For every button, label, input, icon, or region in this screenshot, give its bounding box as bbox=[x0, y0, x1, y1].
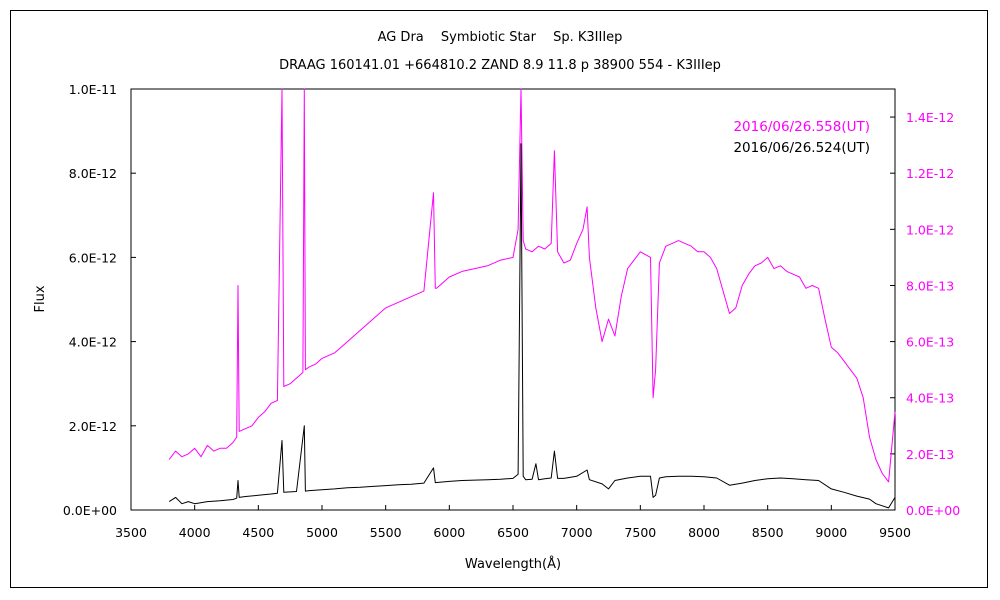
y-axis-left: 0.0E+00 2.0E-12 4.0E-12 6.0E-12 8.0E-12 1.0E-… bbox=[63, 82, 136, 518]
x-tick-label: 3500 bbox=[115, 525, 147, 540]
y-right-tick-label: 1.0E-12 bbox=[906, 222, 954, 237]
chart-frame bbox=[10, 10, 988, 588]
y-right-tick-label: 2.0E-13 bbox=[906, 447, 954, 462]
x-tick-label: 8000 bbox=[688, 525, 720, 540]
legend-entry-magenta: 2016/06/26.558(UT) bbox=[733, 119, 870, 135]
x-tick-label: 7000 bbox=[561, 525, 593, 540]
x-axis: 3500 4000 4500 5000 5500 6000 6500 7000 7500 8000… bbox=[115, 505, 911, 540]
series-line-1 bbox=[168, 143, 896, 509]
y-left-tick-label: 6.0E-12 bbox=[69, 250, 117, 265]
series-layer bbox=[168, 88, 896, 509]
chart-subtitle: DRAAG 160141.01 +664810.2 ZAND 8.9 11.8 … bbox=[279, 58, 721, 73]
x-tick-label: 5000 bbox=[306, 525, 338, 540]
y-right-tick-label: 8.0E-13 bbox=[906, 278, 954, 293]
x-tick-label: 8500 bbox=[752, 525, 784, 540]
y-left-tick-label: 8.0E-12 bbox=[69, 166, 117, 181]
x-axis-label: Wavelength(Å) bbox=[465, 556, 561, 572]
x-tick-label: 9500 bbox=[879, 525, 911, 540]
x-tick-label: 9000 bbox=[815, 525, 847, 540]
x-tick-label: 4000 bbox=[179, 525, 211, 540]
y-left-tick-label: 2.0E-12 bbox=[69, 419, 117, 434]
y-right-tick-label: 1.2E-12 bbox=[906, 166, 954, 181]
y-right-tick-label: 4.0E-13 bbox=[906, 391, 954, 406]
series-line-0 bbox=[168, 88, 896, 483]
x-tick-label: 6000 bbox=[433, 525, 465, 540]
y-axis-label: Flux bbox=[33, 285, 48, 312]
chart-title: AG Dra Symbiotic Star Sp. K3IIIep bbox=[378, 30, 623, 45]
x-tick-label: 4500 bbox=[242, 525, 274, 540]
legend-entry-black: 2016/06/26.524(UT) bbox=[733, 140, 870, 156]
y-left-tick-label: 1.0E-11 bbox=[69, 82, 117, 97]
y-right-tick-label: 0.0E+00 bbox=[906, 503, 960, 518]
x-tick-label: 6500 bbox=[497, 525, 529, 540]
y-left-tick-label: 4.0E-12 bbox=[69, 335, 117, 350]
y-right-tick-label: 6.0E-13 bbox=[906, 335, 954, 350]
y-left-tick-label: 0.0E+00 bbox=[63, 503, 117, 518]
y-right-tick-label: 1.4E-12 bbox=[906, 110, 954, 125]
x-tick-label: 5500 bbox=[370, 525, 402, 540]
x-tick-label: 7500 bbox=[624, 525, 656, 540]
y-axis-right: 0.0E+00 2.0E-13 4.0E-13 6.0E-13 8.0E-13 1.0E-… bbox=[890, 110, 960, 518]
